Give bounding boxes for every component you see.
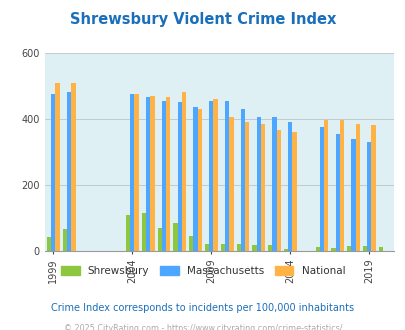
- Bar: [260, 124, 264, 251]
- Bar: [134, 94, 139, 251]
- Bar: [245, 122, 249, 251]
- Bar: [346, 246, 351, 251]
- Bar: [355, 124, 359, 251]
- Bar: [267, 245, 272, 251]
- Bar: [67, 92, 71, 251]
- Bar: [362, 246, 366, 251]
- Bar: [252, 245, 256, 251]
- Bar: [283, 249, 288, 251]
- Bar: [335, 134, 339, 251]
- Bar: [141, 213, 146, 251]
- Bar: [276, 130, 280, 251]
- Text: Shrewsbury Violent Crime Index: Shrewsbury Violent Crime Index: [70, 12, 335, 26]
- Bar: [371, 125, 375, 251]
- Bar: [288, 122, 292, 251]
- Bar: [292, 132, 296, 251]
- Bar: [315, 247, 319, 251]
- Bar: [236, 244, 240, 251]
- Bar: [71, 82, 75, 251]
- Bar: [173, 223, 177, 251]
- Bar: [181, 92, 185, 251]
- Bar: [177, 102, 181, 251]
- Bar: [378, 247, 382, 251]
- Text: © 2025 CityRating.com - https://www.cityrating.com/crime-statistics/: © 2025 CityRating.com - https://www.city…: [64, 324, 341, 330]
- Bar: [126, 214, 130, 251]
- Bar: [63, 229, 67, 251]
- Bar: [256, 117, 260, 251]
- Bar: [51, 94, 55, 251]
- Bar: [319, 127, 323, 251]
- Bar: [240, 109, 245, 251]
- Bar: [150, 96, 154, 251]
- Bar: [166, 97, 170, 251]
- Bar: [229, 117, 233, 251]
- Bar: [193, 107, 197, 251]
- Bar: [130, 94, 134, 251]
- Bar: [323, 120, 328, 251]
- Bar: [146, 97, 150, 251]
- Bar: [224, 101, 229, 251]
- Bar: [339, 120, 343, 251]
- Bar: [162, 101, 166, 251]
- Bar: [55, 82, 60, 251]
- Bar: [157, 228, 162, 251]
- Bar: [220, 244, 224, 251]
- Bar: [197, 109, 201, 251]
- Bar: [213, 99, 217, 251]
- Bar: [366, 142, 371, 251]
- Text: Crime Index corresponds to incidents per 100,000 inhabitants: Crime Index corresponds to incidents per…: [51, 303, 354, 313]
- Bar: [330, 248, 335, 251]
- Bar: [272, 117, 276, 251]
- Bar: [351, 139, 355, 251]
- Bar: [209, 101, 213, 251]
- Bar: [189, 236, 193, 251]
- Legend: Shrewsbury, Massachusetts, National: Shrewsbury, Massachusetts, National: [56, 262, 349, 280]
- Bar: [205, 244, 209, 251]
- Bar: [47, 237, 51, 251]
